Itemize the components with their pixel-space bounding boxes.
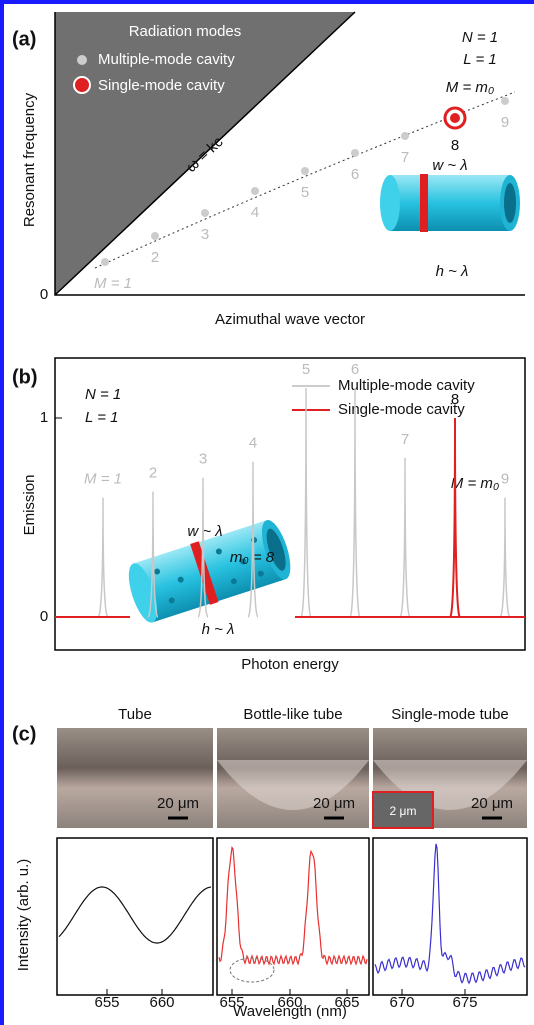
x-tick-label: 655 — [94, 994, 119, 1011]
x-tick-label: 670 — [389, 994, 414, 1011]
y-tick-label: 1 — [40, 409, 48, 426]
x-tick-label: 660 — [149, 994, 174, 1011]
spectrum — [375, 844, 525, 983]
scale-bar-label: 20 μm — [157, 795, 199, 812]
photo — [57, 728, 213, 828]
y-axis-label: Emission — [21, 475, 38, 536]
mode-label: 2 — [149, 465, 157, 482]
panel-label: (b) — [12, 366, 38, 388]
figure: (a) Radiation modes Multiple-mode cavity… — [0, 0, 534, 1025]
mode-label: 8 — [451, 137, 459, 154]
mode-label: 9 — [501, 471, 509, 488]
y-axis-label: Intensity (arb. u.) — [15, 859, 32, 972]
plot-frame — [57, 838, 213, 995]
mode-point — [351, 149, 359, 157]
inset-scale-label: 2 μm — [390, 804, 417, 818]
mode-label: M = 1 — [84, 471, 122, 488]
mode-point — [201, 209, 209, 217]
mode-label: 4 — [251, 204, 259, 221]
x-tick-label: 660 — [277, 994, 302, 1011]
width-label: w ~ λ — [187, 523, 222, 540]
x-tick-label: 665 — [334, 994, 359, 1011]
legend-marker — [77, 55, 87, 65]
legend-title: Radiation modes — [129, 23, 242, 40]
spectrum — [219, 848, 367, 964]
param: N = 1 — [85, 386, 121, 403]
mode-label: 7 — [401, 149, 409, 166]
param: N = 1 — [462, 29, 498, 46]
peak — [500, 498, 510, 617]
legend-entry: Single-mode cavity — [98, 77, 225, 94]
mode-label: 7 — [401, 431, 409, 448]
mode-label: 6 — [351, 166, 359, 183]
peak — [450, 418, 460, 617]
legend-entry: Single-mode cavity — [338, 401, 465, 418]
height-label: h ~ λ — [202, 621, 235, 638]
peak — [301, 388, 311, 617]
peak — [400, 458, 410, 617]
mode-label: 3 — [201, 226, 209, 243]
mode-point — [450, 113, 460, 123]
plot-frame — [217, 838, 369, 995]
panel-label: (c) — [12, 723, 36, 745]
mode-label: 2 — [151, 249, 159, 266]
mode-label: 4 — [249, 435, 257, 452]
mode-label: M = 1 — [94, 275, 132, 292]
spectrum — [59, 887, 211, 943]
tube-a — [380, 174, 520, 232]
width-label: w ~ λ — [432, 157, 467, 174]
peak — [350, 388, 360, 617]
mode-point — [401, 132, 409, 140]
origin-label: 0 — [40, 286, 48, 303]
y-axis-label: Resonant frequency — [21, 92, 38, 227]
x-tick-label: 675 — [452, 994, 477, 1011]
mode-eq: M = m₀ — [451, 475, 499, 492]
mode-point — [101, 258, 109, 266]
legend-entry: Multiple-mode cavity — [98, 51, 235, 68]
scale-bar-label: 20 μm — [313, 795, 355, 812]
x-tick-label: 655 — [219, 994, 244, 1011]
param: L = 1 — [85, 409, 119, 426]
mode-label: 6 — [351, 361, 359, 378]
mode-point — [301, 167, 309, 175]
mode-label: 8 — [451, 391, 459, 408]
mode-point — [151, 232, 159, 240]
mode-label: 9 — [501, 114, 509, 131]
column-title: Bottle-like tube — [243, 706, 342, 723]
highlight — [230, 958, 274, 982]
param: L = 1 — [463, 51, 497, 68]
mode-point — [251, 187, 259, 195]
column-title: Tube — [118, 706, 152, 723]
y-tick-label: 0 — [40, 608, 48, 625]
mode-label: 3 — [199, 451, 207, 468]
peak — [98, 498, 108, 617]
column-title: Single-mode tube — [391, 706, 509, 723]
page: {"panel_a":{"label":"(a)","legend_title"… — [0, 0, 534, 1025]
height-label: h ~ λ — [436, 263, 469, 280]
param: M = m₀ — [446, 79, 494, 96]
scale-bar-label: 20 μm — [471, 795, 513, 812]
mode-label: 5 — [301, 184, 309, 201]
frame-top — [0, 0, 534, 4]
panel-label: (a) — [12, 28, 36, 50]
mode-point — [501, 97, 509, 105]
frame-left — [0, 0, 4, 1025]
x-axis-label: Photon energy — [241, 656, 339, 673]
x-axis-label: Azimuthal wave vector — [215, 311, 365, 328]
mode-label: 5 — [302, 361, 310, 378]
legend-marker — [74, 77, 90, 93]
